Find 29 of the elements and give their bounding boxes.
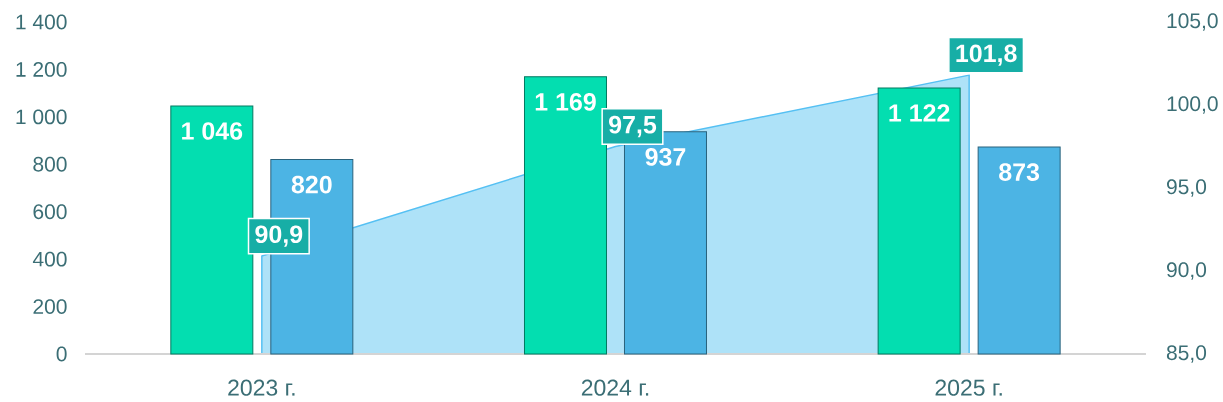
data-label: 820 [291,175,332,194]
y2-tick-label: 100,0 [1167,96,1218,114]
data-label: 1 046 [182,122,243,140]
y2-tick-label: 105,0 [1167,13,1218,31]
y2-tick-label: 95,0 [1166,179,1207,197]
data-label: 90,9 [255,225,303,247]
data-label: 97,5 [609,115,657,138]
x-tick-label: 2023 г. [228,379,295,396]
y-tick-label: 1 200 [16,61,67,77]
data-label: 1 169 [535,92,596,111]
data-label: 1 122 [889,104,950,122]
y-tick-label: 600 [33,204,67,220]
data-label: 873 [999,163,1040,181]
y-tick-label: 1 400 [16,14,67,30]
data-label: 937 [645,148,686,166]
bar [877,87,961,355]
x-tick-label: 2025 г. [935,379,1002,396]
y2-tick-label: 90,0 [1166,262,1207,280]
y2-tick-label: 85,0 [1166,345,1207,363]
bar [170,105,254,355]
y-tick-label: 1 000 [16,109,67,125]
y-tick-label: 400 [32,251,67,267]
y-tick-label: 0 [56,346,67,362]
y-tick-label: 800 [33,156,67,172]
x-tick-label: 2024 г. [581,379,649,396]
bar [523,76,607,355]
y-tick-label: 200 [33,299,67,314]
bar [977,146,1061,355]
data-label: 101,8 [956,44,1017,66]
